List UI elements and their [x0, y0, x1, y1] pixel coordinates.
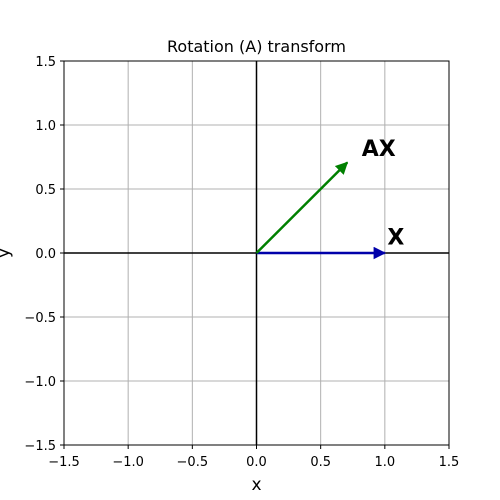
x-tick-label: −0.5 [177, 455, 209, 470]
chart-title: Rotation (A) transform [167, 37, 346, 56]
x-tick-label: 1.5 [439, 455, 460, 470]
y-tick-label: −1.0 [24, 375, 56, 390]
x-tick-label: 0.0 [246, 455, 267, 470]
vector-ax-arrow [255, 161, 349, 254]
x-tick-label: −1.0 [112, 455, 144, 470]
y-tick-label: 0.5 [35, 183, 56, 198]
y-tick-label: 0.0 [35, 247, 56, 262]
y-axis-label: y [0, 248, 14, 258]
y-tick-label: 1.5 [35, 55, 56, 70]
ticks: −1.5 −1.0 −0.5 0.0 0.5 1.0 1.5 −1.5 −1.0 −0.5 0.0 0… [24, 55, 459, 470]
x-tick-label: −1.5 [48, 455, 80, 470]
y-tick-label: −1.5 [24, 439, 56, 454]
x-tick-label: 1.0 [374, 455, 395, 470]
y-tick-label: 1.0 [35, 119, 56, 134]
x-axis-label: x [251, 475, 261, 495]
x-tick-label: 0.5 [310, 455, 331, 470]
y-tick-label: −0.5 [24, 311, 56, 326]
vector-x-label: X [387, 225, 404, 250]
vectors: X AX [255, 137, 404, 260]
vector-ax-label: AX [362, 137, 396, 162]
